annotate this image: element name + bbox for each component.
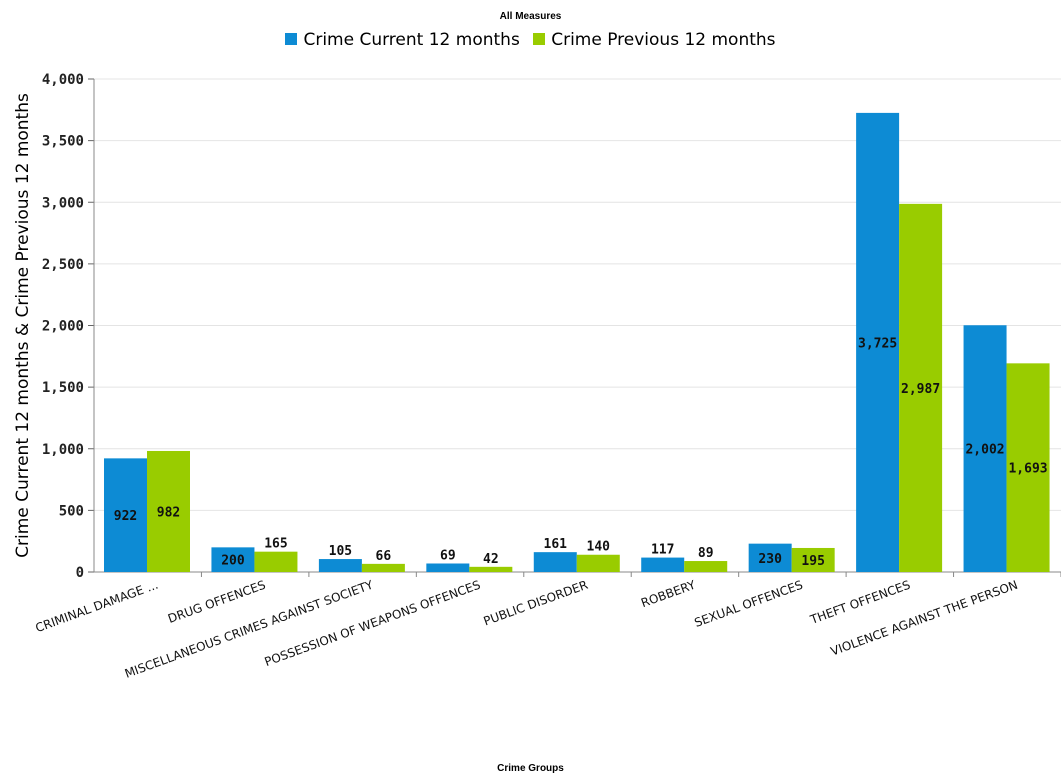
bar — [104, 458, 147, 572]
bar — [426, 563, 470, 572]
x-axis-title: Crime Groups — [497, 763, 564, 774]
y-tick-label: 2,500 — [42, 257, 84, 273]
legend-swatch-current — [285, 33, 298, 45]
data-label: 66 — [376, 549, 392, 564]
bar — [1006, 363, 1050, 572]
bar — [899, 203, 943, 573]
bar — [791, 547, 835, 572]
data-label: 200 — [221, 554, 245, 569]
chart-legend: Crime Current 12 months Crime Previous 1… — [0, 30, 1061, 50]
data-label: 42 — [483, 552, 499, 567]
legend-item-previous[interactable]: Crime Previous 12 months — [533, 30, 776, 50]
chart-title: All Measures — [499, 11, 562, 22]
bar — [533, 552, 577, 572]
bar — [856, 112, 900, 573]
data-label: 69 — [440, 548, 456, 563]
bar — [576, 554, 620, 572]
data-label: 230 — [758, 552, 782, 567]
legend-label-current: Crime Current 12 months — [303, 30, 520, 50]
bar — [684, 561, 728, 572]
y-tick-label: 3,500 — [42, 134, 84, 150]
data-label: 1,693 — [1008, 462, 1047, 477]
bar — [469, 566, 513, 572]
data-label: 195 — [801, 554, 824, 569]
data-label: 161 — [544, 537, 568, 552]
data-label: 2,002 — [965, 443, 1004, 458]
legend-swatch-previous — [533, 33, 546, 45]
bar — [748, 543, 792, 572]
y-tick-label: 1,000 — [42, 442, 84, 458]
data-label: 105 — [329, 544, 352, 559]
x-tick-label: DRUG OFFENCES — [166, 578, 267, 626]
data-label: 117 — [651, 543, 674, 558]
y-tick-label: 1,500 — [42, 380, 84, 396]
legend-label-previous: Crime Previous 12 months — [551, 30, 776, 50]
x-tick-label: CRIMINAL DAMAGE ... — [33, 578, 160, 635]
data-label: 2,987 — [901, 382, 940, 397]
y-axis-title: Crime Current 12 months & Crime Previous… — [13, 93, 33, 558]
data-label: 89 — [698, 546, 714, 561]
y-tick-label: 0 — [76, 565, 84, 581]
bar — [211, 547, 255, 572]
y-tick-label: 4,000 — [42, 72, 84, 88]
y-tick-label: 500 — [59, 503, 84, 519]
bar — [318, 559, 362, 572]
bar — [147, 450, 190, 572]
data-label: 982 — [157, 505, 180, 520]
x-tick-label: VIOLENCE AGAINST THE PERSON — [829, 578, 1020, 659]
bar — [641, 557, 685, 572]
x-tick-label: ROBBERY — [639, 577, 698, 610]
y-tick-label: 3,000 — [42, 195, 84, 211]
y-tick-label: 2,000 — [42, 319, 84, 335]
x-tick-label: PUBLIC DISORDER — [482, 578, 590, 629]
bar — [254, 551, 298, 572]
x-tick-label: SEXUAL OFFENCES — [692, 578, 804, 630]
data-label: 165 — [264, 537, 287, 552]
data-label: 140 — [587, 540, 611, 555]
data-label: 922 — [114, 509, 137, 524]
bar — [361, 563, 405, 572]
legend-item-current[interactable]: Crime Current 12 months — [285, 30, 520, 50]
data-label: 3,725 — [858, 336, 897, 351]
bar — [963, 325, 1007, 572]
